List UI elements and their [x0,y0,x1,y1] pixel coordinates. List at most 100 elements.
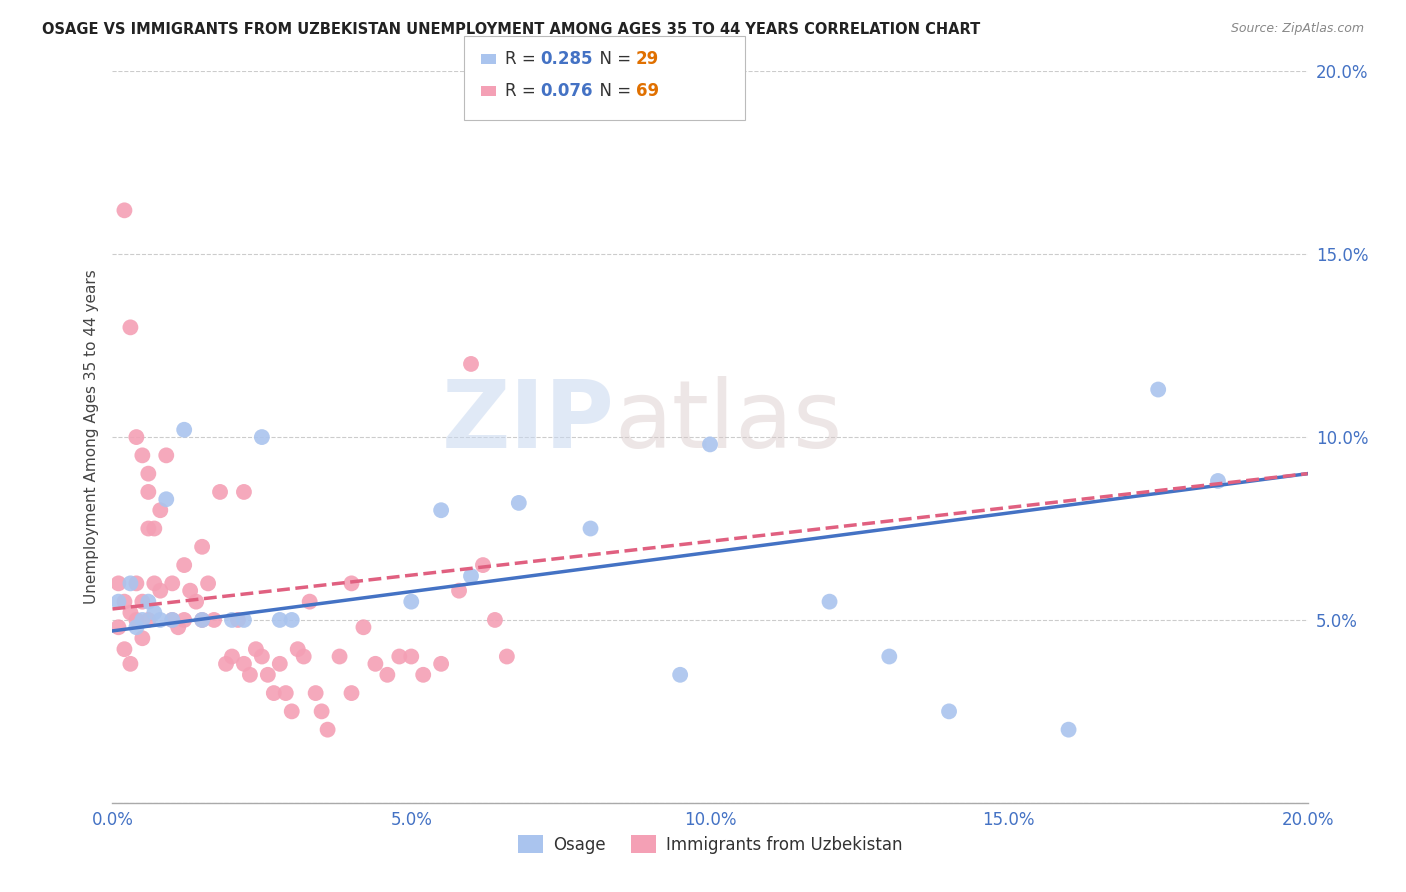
Text: Source: ZipAtlas.com: Source: ZipAtlas.com [1230,22,1364,36]
Point [114,642,135,657]
Point [114,203,135,218]
Point [173,613,195,627]
Point [131,632,153,646]
Point [107,594,129,608]
Text: R =: R = [505,50,541,68]
Point [250,430,273,444]
Point [508,496,530,510]
Point [311,705,333,719]
Point [281,613,304,627]
Point [131,594,153,608]
Point [120,320,142,334]
Point [162,613,183,627]
Point [340,576,363,591]
Point [155,448,177,462]
Point [430,657,453,671]
Point [186,594,208,608]
Text: atlas: atlas [614,376,842,468]
Point [1057,723,1080,737]
Point [221,613,243,627]
Point [138,613,160,627]
Point [138,467,160,481]
Point [353,620,375,634]
Point [125,613,148,627]
Point [233,657,256,671]
Point [460,569,482,583]
Text: 0.285: 0.285 [540,50,592,68]
Point [412,667,434,681]
Point [364,657,387,671]
Point [138,594,160,608]
Point [162,613,183,627]
Text: OSAGE VS IMMIGRANTS FROM UZBEKISTAN UNEMPLOYMENT AMONG AGES 35 TO 44 YEARS CORRE: OSAGE VS IMMIGRANTS FROM UZBEKISTAN UNEM… [42,22,980,37]
Point [245,642,267,657]
Point [257,667,280,681]
Point [281,705,304,719]
Point [149,613,172,627]
Text: ZIP: ZIP [441,376,614,468]
Point [107,576,129,591]
Point [263,686,285,700]
Point [143,521,166,535]
Text: N =: N = [589,50,637,68]
Text: N =: N = [589,82,637,100]
Point [250,649,273,664]
Point [143,606,166,620]
Point [1206,474,1229,488]
Point [143,576,166,591]
Point [239,667,262,681]
Point [125,576,148,591]
Point [155,492,177,507]
Point [669,667,692,681]
Point [340,686,363,700]
Point [167,620,190,634]
Point [191,540,214,554]
Point [472,558,495,573]
Point [149,583,172,598]
Point [579,521,602,535]
Point [149,503,172,517]
Point [120,576,142,591]
Point [173,558,195,573]
Point [138,521,160,535]
Point [496,649,519,664]
Point [125,430,148,444]
Point [316,723,339,737]
Point [191,613,214,627]
Point [233,613,256,627]
Point [138,485,160,500]
Point [484,613,506,627]
Point [401,594,423,608]
Point [120,657,142,671]
Text: 69: 69 [636,82,658,100]
Point [329,649,352,664]
Point [269,657,291,671]
Point [179,583,201,598]
Point [131,448,153,462]
Point [162,576,183,591]
Point [114,594,135,608]
Point [287,642,309,657]
Point [197,576,219,591]
Point [191,613,214,627]
Point [173,423,195,437]
Point [269,613,291,627]
Text: R =: R = [505,82,541,100]
Point [226,613,249,627]
Point [879,649,901,664]
Point [274,686,297,700]
Text: 0.076: 0.076 [540,82,592,100]
Point [388,649,411,664]
Point [125,620,148,634]
Point [449,583,471,598]
Point [221,649,243,664]
Point [233,485,256,500]
Point [818,594,841,608]
Point [699,437,721,451]
Point [305,686,328,700]
Legend: Osage, Immigrants from Uzbekistan: Osage, Immigrants from Uzbekistan [512,829,908,860]
Point [430,503,453,517]
Y-axis label: Unemployment Among Ages 35 to 44 years: Unemployment Among Ages 35 to 44 years [83,269,98,605]
Point [377,667,399,681]
Point [120,606,142,620]
